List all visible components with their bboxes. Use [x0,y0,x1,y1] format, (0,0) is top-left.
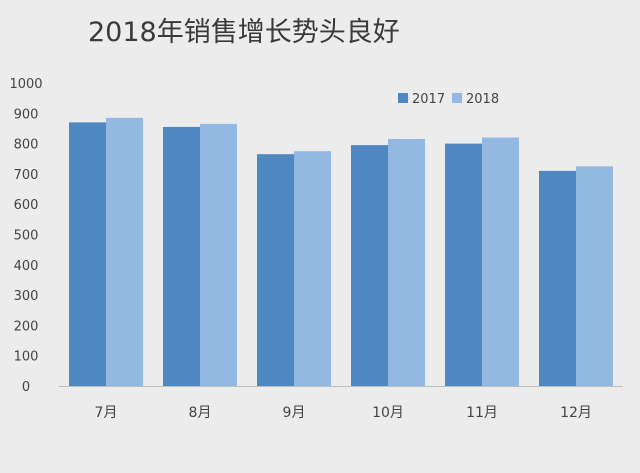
y-tick-label: 300 [14,289,39,304]
legend-swatch-2018 [452,93,462,103]
bar-2017-2 [163,126,200,386]
y-tick-label: 400 [14,259,39,274]
bar-2018-1 [106,117,143,386]
bar-2017-1 [69,122,106,386]
legend-label-2017: 2017 [412,92,445,107]
bar-2017-3 [257,154,294,386]
x-tick-label: 12月 [560,405,592,421]
y-tick-label: 600 [14,198,39,213]
y-tick-label: 100 [14,350,39,365]
bar-2018-6 [576,166,613,386]
y-tick-label: 1000 [9,77,42,92]
y-tick-label: 0 [22,380,30,395]
bar-2017-4 [351,145,388,386]
bar-2017-5 [445,143,482,386]
bar-2018-3 [294,151,331,386]
x-tick-label: 8月 [189,405,212,421]
y-tick-label: 200 [14,319,39,334]
chart-title: 2018年销售增长势头良好 [88,17,400,48]
bar-2018-4 [388,139,425,386]
x-tick-label: 10月 [372,405,404,421]
bar-2017-6 [539,170,576,386]
y-tick-label: 700 [14,168,39,183]
x-tick-label: 11月 [466,405,498,421]
bar-2018-2 [200,123,237,386]
legend-swatch-2017 [398,93,408,103]
y-tick-label: 800 [14,138,39,153]
x-tick-label: 9月 [283,405,306,421]
y-tick-label: 500 [14,229,39,244]
y-tick-label: 900 [14,107,39,122]
x-tick-label: 7月 [95,405,118,421]
legend-label-2018: 2018 [466,92,499,107]
bar-2018-5 [482,137,519,386]
